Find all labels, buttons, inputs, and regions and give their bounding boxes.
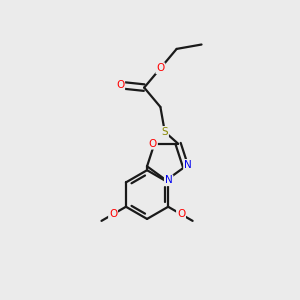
Text: O: O [116,80,124,90]
Text: N: N [165,175,172,185]
Text: O: O [149,139,157,149]
Text: O: O [109,209,117,219]
Text: O: O [177,209,185,219]
Text: O: O [156,63,164,73]
Text: N: N [184,160,192,170]
Text: S: S [161,127,168,137]
